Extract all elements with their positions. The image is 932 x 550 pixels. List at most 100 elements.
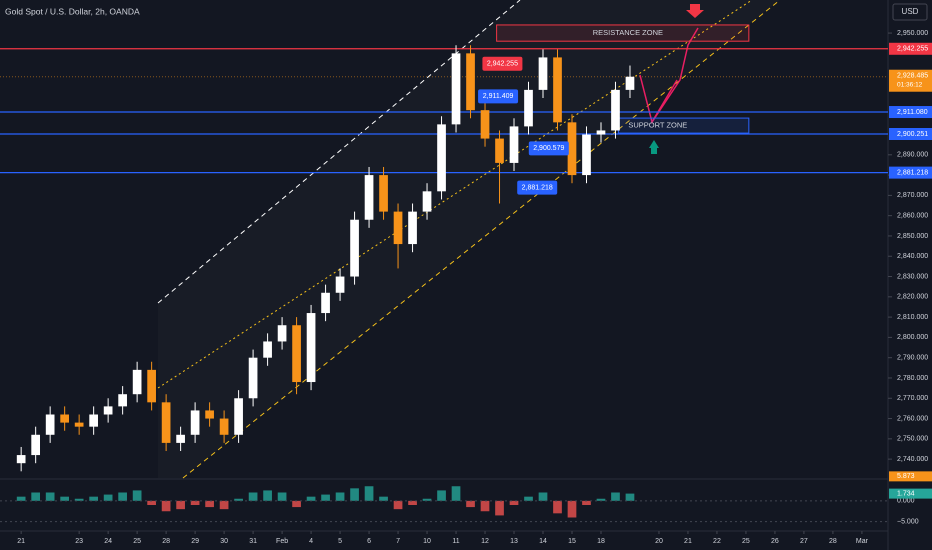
candle-body [89, 414, 98, 427]
x-tick-label: 31 [249, 538, 257, 545]
x-tick-label: 13 [510, 538, 518, 545]
x-tick-label: 5 [338, 538, 342, 545]
price-label: 2,911.409 [483, 93, 514, 100]
candle-body [466, 53, 475, 111]
oscillator-bar [567, 500, 577, 518]
candle-body [350, 219, 359, 277]
x-tick-label: 24 [104, 538, 112, 545]
oscillator-bar [248, 492, 258, 501]
oscillator-bar [582, 500, 591, 505]
arrow-up-stem [651, 148, 657, 154]
price-label: 2,881.218 [522, 184, 553, 191]
y-tick-label: 2,750.000 [897, 436, 928, 443]
oscillator-bar [89, 496, 98, 501]
x-tick-label: 18 [597, 538, 605, 545]
x-tick-label: 21 [684, 538, 692, 545]
oscillator-bar [292, 500, 301, 508]
candle-body [205, 410, 214, 419]
oscillator-bar [45, 492, 55, 501]
candle-body [74, 422, 84, 427]
oscillator-bar [553, 500, 562, 514]
oscillator-bar [147, 500, 156, 505]
candle-body [567, 122, 577, 176]
candle-body [45, 414, 55, 435]
oscillator-bar [538, 492, 548, 501]
level-tag [889, 128, 932, 141]
oscillator-bar [335, 492, 345, 501]
candle-body [553, 57, 562, 123]
candle-body [161, 402, 171, 443]
x-tick-label: 14 [539, 538, 547, 545]
arrow-down-stem [690, 4, 700, 10]
y-tick-label: 2,860.000 [897, 213, 928, 220]
oscillator-bar [422, 498, 432, 501]
y-tick-label: 2,820.000 [897, 294, 928, 301]
projection-up [639, 27, 699, 124]
price-label: 2,942.255 [487, 61, 518, 68]
price-label-box [482, 56, 523, 71]
oscillator-bar [219, 500, 229, 510]
y-tick-label: 2,840.000 [897, 253, 928, 260]
x-tick-label: 11 [452, 538, 459, 545]
candle-body [277, 325, 287, 342]
candle-body [422, 191, 432, 212]
currency-label[interactable]: USD [902, 7, 919, 16]
x-tick-label: 28 [829, 538, 837, 545]
y-tick-label: 2,800.000 [897, 334, 928, 341]
y-tick-label: 2,790.000 [897, 355, 928, 362]
oscillator-bar [234, 498, 243, 501]
x-tick-label: 15 [568, 538, 576, 545]
candle-body [60, 414, 69, 423]
candle-body [263, 341, 272, 358]
price-label: 2,900.579 [533, 145, 564, 152]
candle-body [147, 369, 156, 403]
candle-body [31, 434, 41, 456]
candle-body [611, 89, 620, 131]
oscillator-bar [205, 500, 214, 508]
candle-body [495, 138, 504, 163]
candle-body [524, 89, 533, 127]
arrow-down [686, 10, 704, 18]
osc-tag [889, 471, 932, 482]
currency-button[interactable] [892, 3, 928, 21]
y-tick-label: 2,760.000 [897, 415, 928, 422]
candle-body [248, 357, 258, 399]
level-tag-label: 2,881.218 [897, 169, 928, 176]
x-tick-label: 7 [396, 538, 400, 545]
y-tick-label: 2,870.000 [897, 192, 928, 199]
y-tick-label: 2,890.000 [897, 152, 928, 159]
x-tick-label: 12 [481, 538, 489, 545]
candle-body [451, 53, 461, 125]
x-tick-label: 26 [771, 538, 779, 545]
oscillator-bar [190, 500, 200, 505]
candle-body [306, 313, 316, 383]
price-label-box [517, 180, 558, 195]
y-tick-label: 2,830.000 [897, 273, 928, 280]
x-tick-label: 22 [713, 538, 721, 545]
oscillator-bar [132, 490, 142, 501]
candle-body [219, 418, 229, 435]
x-tick-label: Feb [276, 538, 288, 545]
oscillator-bar [495, 500, 504, 516]
candle-body [176, 434, 185, 443]
candle-body [16, 455, 26, 464]
oscillator-bar [31, 492, 41, 501]
x-tick-label: 21 [17, 538, 25, 545]
level-tag [889, 106, 932, 119]
oscillator-bar [60, 496, 69, 501]
candle-body [118, 394, 127, 407]
x-tick-label: 29 [191, 538, 199, 545]
candle-body [103, 406, 113, 415]
oscillator-bar [625, 493, 635, 501]
y-tick-label: 2,740.000 [897, 456, 928, 463]
candle-body [335, 276, 345, 293]
candle-body [437, 124, 446, 192]
candle-body [379, 175, 388, 212]
oscillator-bar [393, 500, 403, 510]
x-tick-label: 20 [655, 538, 663, 545]
oscillator-bar [321, 494, 330, 501]
level-tag-label: 2,900.251 [897, 131, 928, 138]
candle-body [408, 211, 417, 245]
x-tick-label: 10 [423, 538, 431, 545]
oscillator-bar [306, 496, 316, 501]
